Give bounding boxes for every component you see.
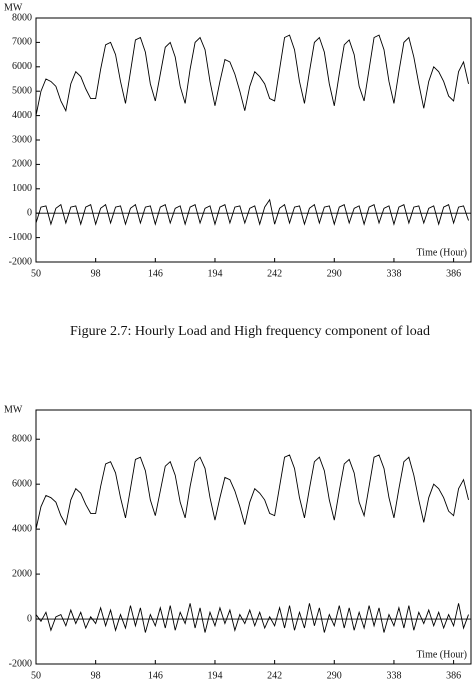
y-tick-label: 2000 — [12, 568, 32, 579]
x-tick-label: 338 — [386, 670, 401, 681]
y-axis-label: MW — [4, 2, 23, 13]
series-line — [35, 454, 469, 530]
series-line — [35, 603, 469, 633]
x-tick-label: 386 — [446, 670, 461, 681]
y-axis-label: MW — [4, 404, 23, 415]
y-tick-label: 4000 — [12, 110, 32, 121]
x-tick-label: 290 — [327, 268, 342, 279]
x-tick-label: 242 — [267, 670, 282, 681]
y-tick-label: -1000 — [9, 232, 32, 243]
y-tick-label: 0 — [27, 613, 32, 624]
series-line — [35, 34, 469, 116]
figure-caption: Figure 2.7: Hourly Load and High frequen… — [70, 324, 430, 339]
y-tick-label: 4000 — [12, 523, 32, 534]
y-tick-label: 6000 — [12, 61, 32, 72]
x-tick-label: 338 — [386, 268, 401, 279]
x-tick-label: 242 — [267, 268, 282, 279]
x-tick-label: 194 — [207, 268, 222, 279]
y-tick-label: 3000 — [12, 134, 32, 145]
y-tick-label: 8000 — [12, 434, 32, 445]
y-tick-label: 8000 — [12, 12, 32, 23]
y-tick-label: -2000 — [9, 256, 32, 267]
y-tick-label: 5000 — [12, 85, 32, 96]
x-tick-label: 290 — [327, 670, 342, 681]
y-tick-label: 1000 — [12, 183, 32, 194]
x-tick-label: 98 — [91, 670, 101, 681]
y-tick-label: 0 — [27, 207, 32, 218]
x-axis-label: Time (Hour) — [417, 247, 467, 258]
x-tick-label: 98 — [91, 268, 101, 279]
x-tick-label: 194 — [207, 670, 222, 681]
x-tick-label: 146 — [148, 670, 163, 681]
series-line — [35, 198, 469, 226]
y-tick-label: 7000 — [12, 37, 32, 48]
y-tick-label: 2000 — [12, 159, 32, 170]
plot-frame — [35, 17, 472, 263]
x-axis-label: Time (Hour) — [417, 649, 467, 660]
y-tick-label: -2000 — [9, 658, 32, 669]
x-tick-label: 386 — [446, 268, 461, 279]
plot-frame — [35, 409, 472, 665]
x-tick-label: 50 — [31, 268, 41, 279]
x-tick-label: 50 — [31, 670, 41, 681]
x-tick-label: 146 — [148, 268, 163, 279]
y-tick-label: 6000 — [12, 478, 32, 489]
